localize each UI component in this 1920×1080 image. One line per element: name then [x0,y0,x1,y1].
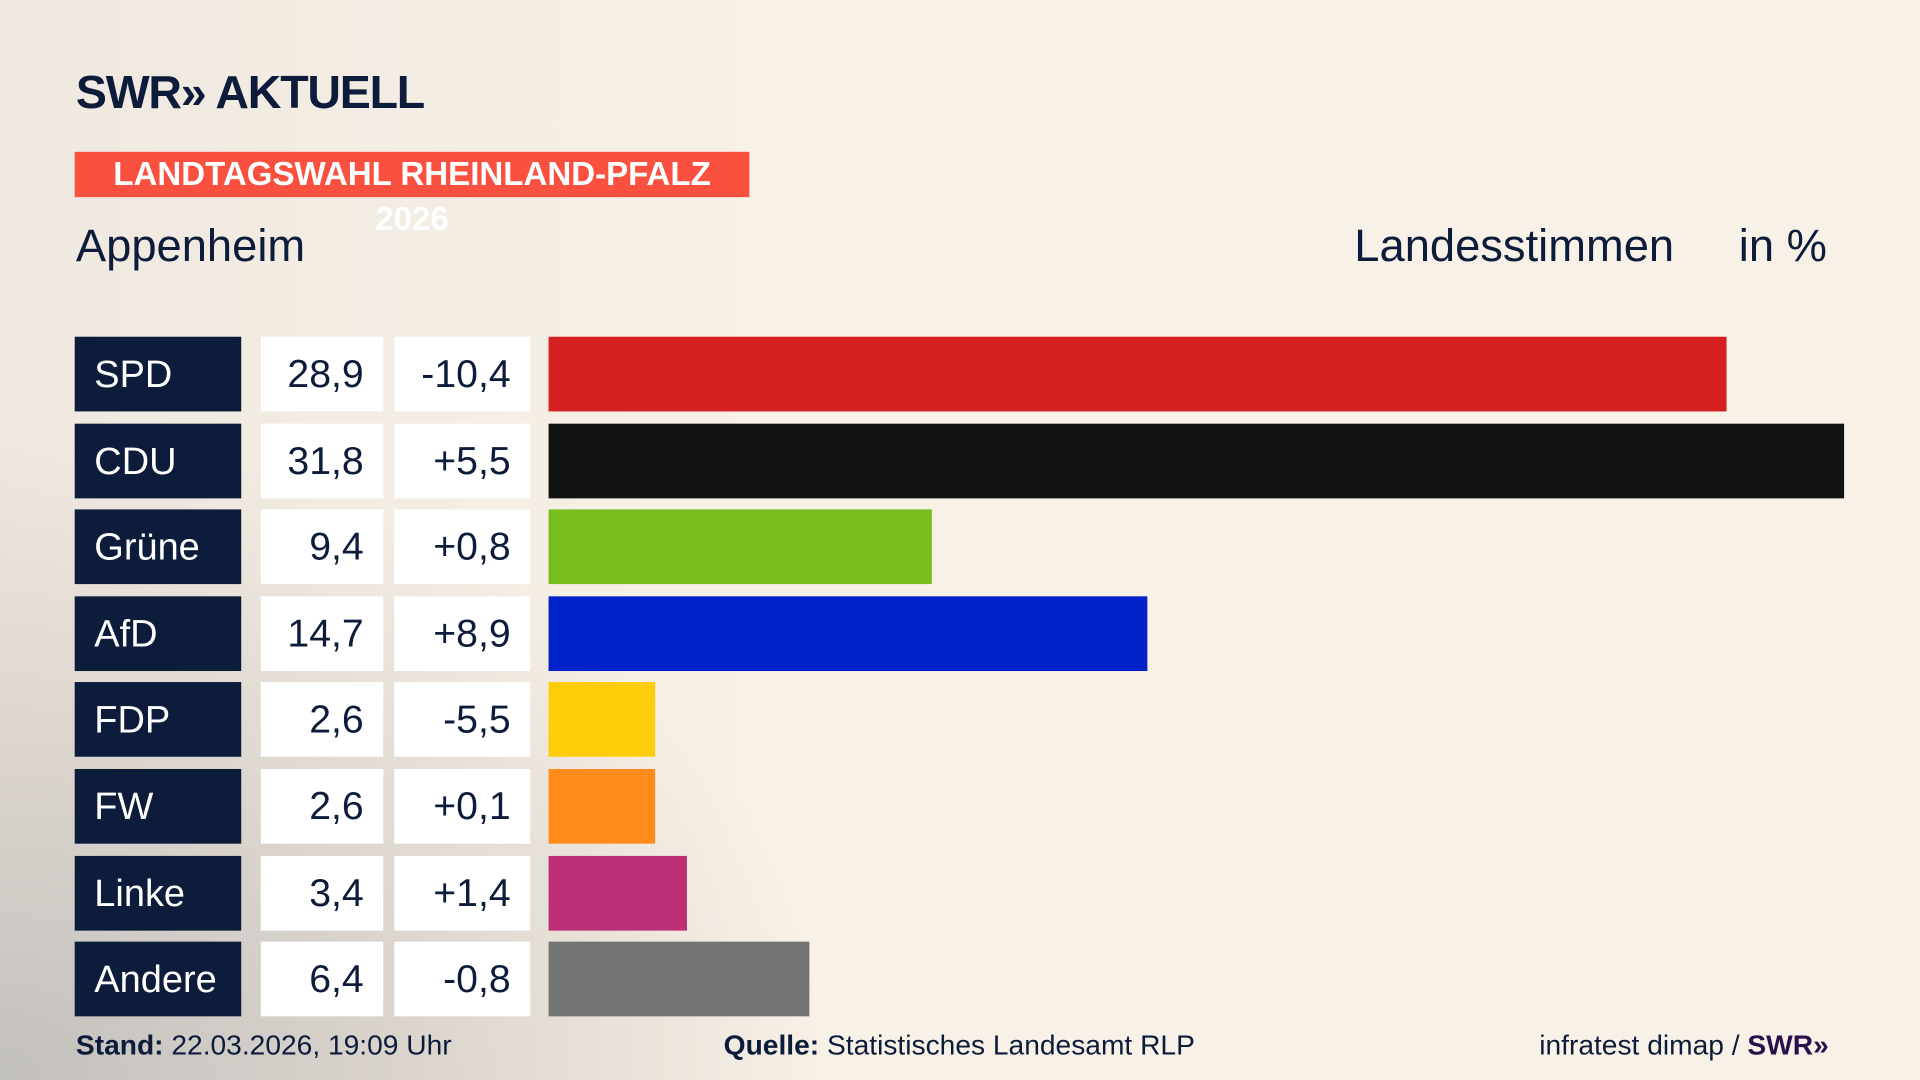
value-label: 2,6 [260,768,384,844]
bar [548,682,655,758]
stand-label: Stand: [75,1028,164,1061]
stand-value: 22.03.2026, 19:09 Uhr [171,1028,452,1061]
swr-logo-small: SWR» [1747,1028,1829,1061]
header-unit: in % [1738,220,1827,271]
party-label: CDU [74,423,242,498]
diff-label: -0,8 [394,941,531,1017]
diff-label: +8,9 [394,596,531,671]
diff-label: +5,5 [394,423,531,498]
swr-aktuell-logo: SWR» AKTUELL [75,67,425,119]
party-label: FW [74,768,242,844]
party-label: SPD [74,336,242,412]
party-label: Linke [74,855,242,931]
value-label: 31,8 [260,423,384,498]
party-label: FDP [74,682,242,758]
diff-label: +0,1 [394,768,531,844]
party-label: AfD [74,596,242,671]
source-label: Quelle: [723,1028,820,1061]
value-label: 28,9 [260,336,384,412]
diff-label: -5,5 [394,682,531,758]
source-info: Quelle: Statistisches Landesamt RLP [724,1029,1195,1062]
value-label: 2,6 [260,682,384,758]
value-label: 14,7 [260,596,384,671]
bar [548,423,1845,498]
election-banner: LANDTAGSWAHL RHEINLAND-PFALZ 2026 [74,151,750,238]
credit-text: infratest dimap / [1539,1028,1740,1061]
diff-label: -10,4 [394,336,531,412]
place-name: Appenheim [75,220,306,271]
diff-label: +1,4 [394,855,531,931]
stand-info: Stand: 22.03.2026, 19:09 Uhr [76,1029,452,1062]
bar [548,855,688,931]
source-value: Statistisches Landesamt RLP [826,1028,1195,1061]
credit: infratest dimap / SWR» [1539,1029,1829,1062]
diff-label: +0,8 [394,509,531,585]
bar [548,596,1148,671]
party-label: Andere [74,941,242,1017]
bar [548,509,932,585]
value-label: 3,4 [260,855,384,931]
bar [548,768,655,844]
value-label: 9,4 [260,509,384,585]
header-label: Landesstimmen [1354,220,1675,271]
value-label: 6,4 [260,941,384,1017]
bar [548,941,810,1017]
bar [548,336,1726,412]
party-label: Grüne [74,509,242,585]
